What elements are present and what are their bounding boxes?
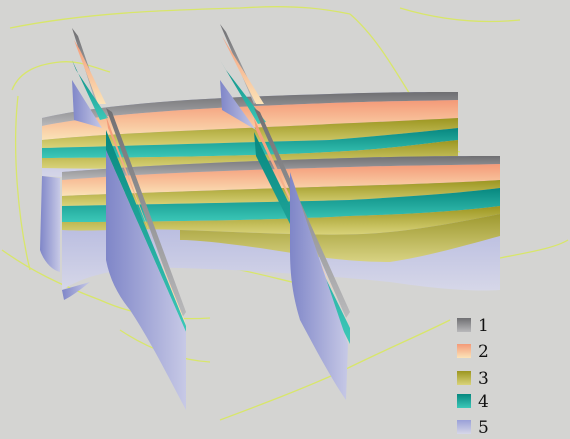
layer-1-band bbox=[42, 92, 458, 126]
outline-curve bbox=[399, 7, 521, 23]
legend-swatch-5 bbox=[457, 420, 471, 434]
legend: 1 2 3 4 5 bbox=[457, 316, 489, 438]
outline-curve bbox=[15, 95, 31, 271]
legend-swatch-4 bbox=[457, 394, 471, 408]
outline-curve bbox=[11, 61, 111, 91]
legend-swatch-3 bbox=[457, 371, 471, 385]
legend-label-3: 3 bbox=[478, 369, 489, 389]
legend-swatch-1 bbox=[457, 318, 471, 332]
front-cross-sections bbox=[106, 108, 350, 410]
legend-swatch-2 bbox=[457, 344, 471, 358]
layer-3-band bbox=[42, 118, 458, 148]
outline-curve bbox=[499, 239, 569, 259]
legend-item-5: 5 bbox=[457, 418, 489, 438]
legend-item-2: 2 bbox=[457, 342, 489, 362]
layer-4-band bbox=[42, 128, 458, 158]
legend-item-3: 3 bbox=[457, 369, 489, 389]
back-fence-panel bbox=[40, 92, 458, 272]
rear-cross-sections bbox=[72, 24, 266, 130]
legend-label-4: 4 bbox=[478, 392, 489, 412]
legend-item-1: 1 bbox=[457, 316, 489, 336]
legend-label-2: 2 bbox=[478, 342, 489, 362]
layer-3-lower-band bbox=[62, 206, 500, 235]
layer-2-band bbox=[42, 100, 458, 140]
outline-curve bbox=[9, 6, 351, 29]
legend-label-5: 5 bbox=[478, 418, 489, 438]
legend-item-4: 4 bbox=[457, 392, 489, 412]
legend-label-1: 1 bbox=[478, 316, 489, 336]
